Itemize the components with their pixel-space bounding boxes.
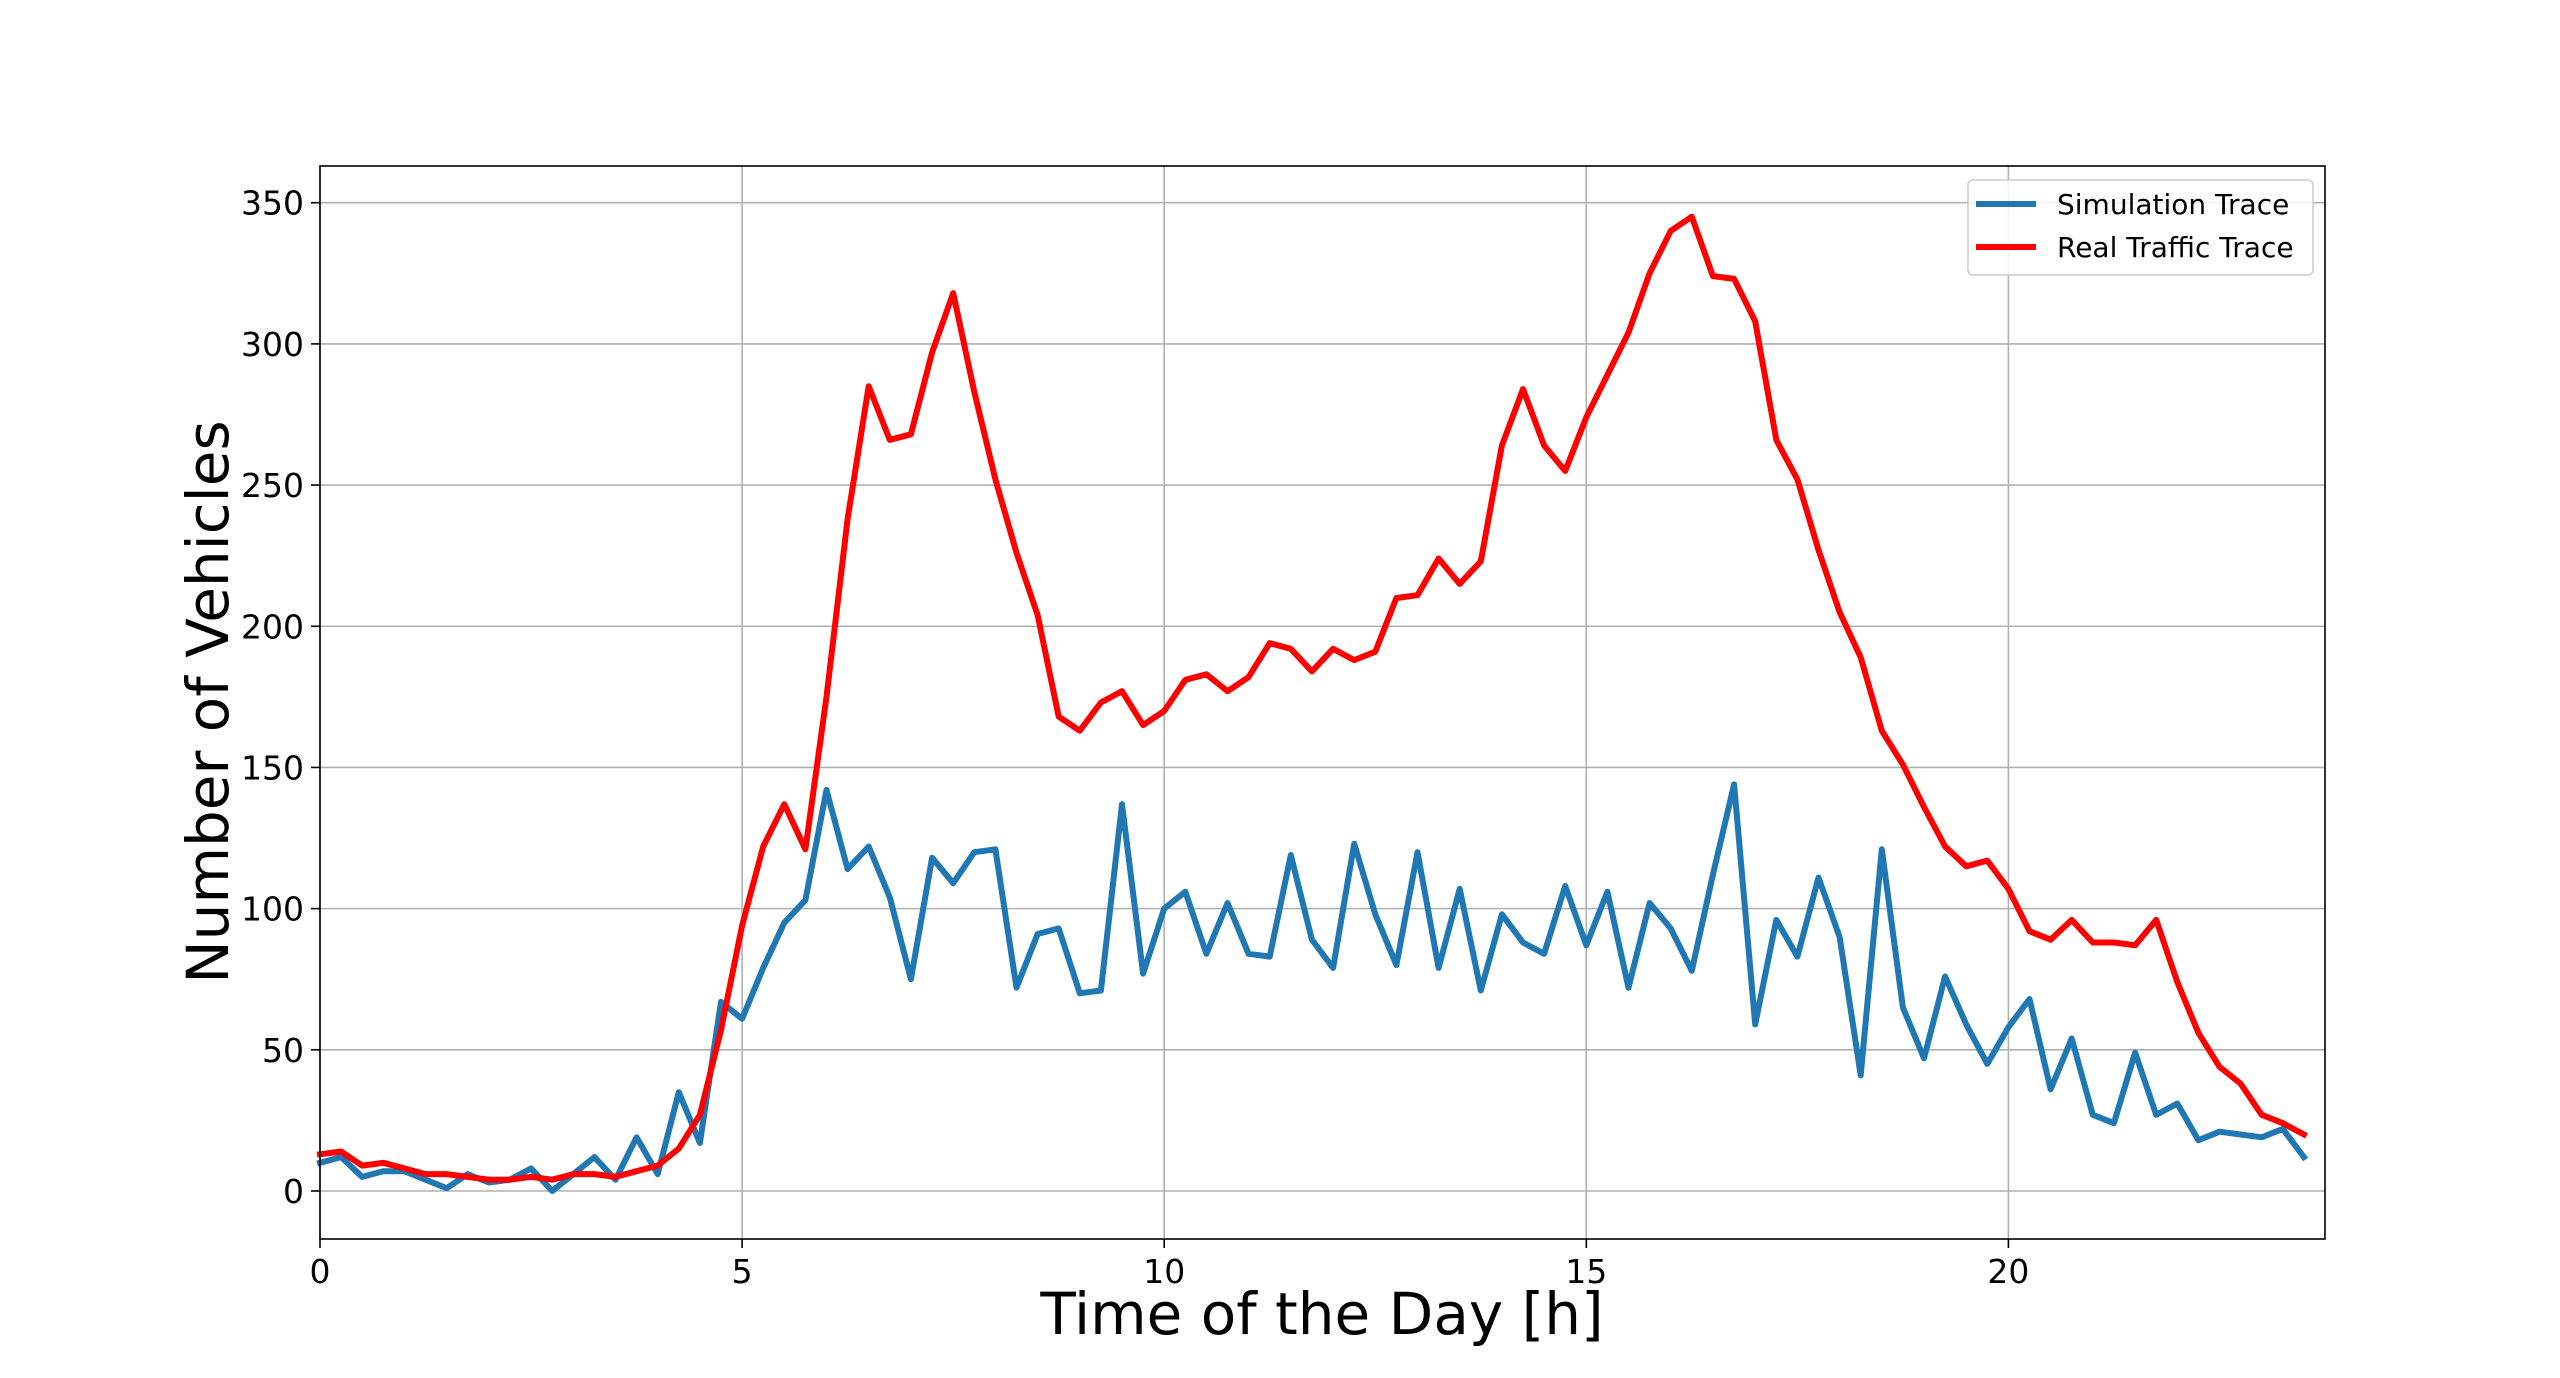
- plot-background: [320, 166, 2325, 1239]
- y-tick-label: 150: [241, 748, 304, 787]
- x-tick-label: 15: [1565, 1252, 1607, 1291]
- y-tick-label: 300: [241, 325, 304, 364]
- y-axis-title: Number of Vehicles: [174, 420, 242, 983]
- legend-box: [1967, 179, 2314, 276]
- y-tick-label: 50: [262, 1031, 304, 1070]
- series-line-simulation-trace: [316, 781, 2309, 1194]
- legend-label-real-traffic-trace: Real Traffic Trace: [2057, 231, 2294, 264]
- x-axis-title: Time of the Day [h]: [1039, 1280, 1603, 1348]
- y-tick-label: 0: [283, 1172, 304, 1211]
- y-tick-label: 100: [241, 890, 304, 929]
- x-tick-label: 10: [1143, 1252, 1185, 1291]
- series-layer: [316, 213, 2309, 1194]
- y-tick-label: 350: [241, 184, 304, 223]
- y-tick-label: 200: [241, 607, 304, 646]
- x-tick-label: 0: [310, 1252, 331, 1291]
- series-line-real-traffic-trace: [316, 213, 2308, 1183]
- legend: Simulation Trace Real Traffic Trace: [1967, 179, 2314, 276]
- x-tick-label: 20: [1987, 1252, 2029, 1291]
- y-tick-label: 250: [241, 466, 304, 505]
- x-tick-label: 5: [732, 1252, 753, 1291]
- plot-frame: [319, 165, 2326, 1240]
- legend-label-simulation-trace: Simulation Trace: [2057, 188, 2289, 221]
